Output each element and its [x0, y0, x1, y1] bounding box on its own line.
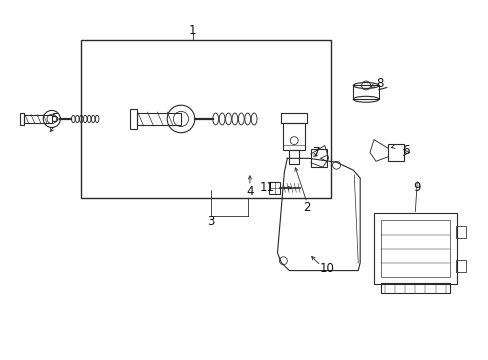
Bar: [380, 283, 448, 293]
Text: 3: 3: [206, 215, 214, 228]
Bar: [283, 123, 305, 150]
Bar: [81, 40, 330, 198]
Bar: [137, 113, 181, 125]
Bar: [24, 115, 52, 123]
Bar: [455, 260, 465, 272]
Bar: [352, 85, 378, 99]
Bar: [455, 226, 465, 238]
Bar: [268, 182, 280, 194]
Bar: [310, 149, 326, 167]
Text: 6: 6: [401, 144, 408, 157]
Bar: [281, 113, 306, 123]
Bar: [289, 150, 299, 164]
Bar: [387, 144, 403, 161]
Text: 4: 4: [245, 185, 253, 198]
Text: 5: 5: [51, 112, 59, 125]
Text: 10: 10: [319, 262, 333, 275]
Text: 11: 11: [260, 181, 275, 194]
Bar: [380, 220, 449, 278]
Bar: [129, 109, 137, 129]
Text: 9: 9: [413, 181, 420, 194]
Text: 8: 8: [375, 77, 383, 90]
Text: 2: 2: [303, 201, 310, 214]
Bar: [20, 113, 24, 125]
Text: 7: 7: [312, 146, 320, 159]
Text: 1: 1: [189, 24, 196, 37]
